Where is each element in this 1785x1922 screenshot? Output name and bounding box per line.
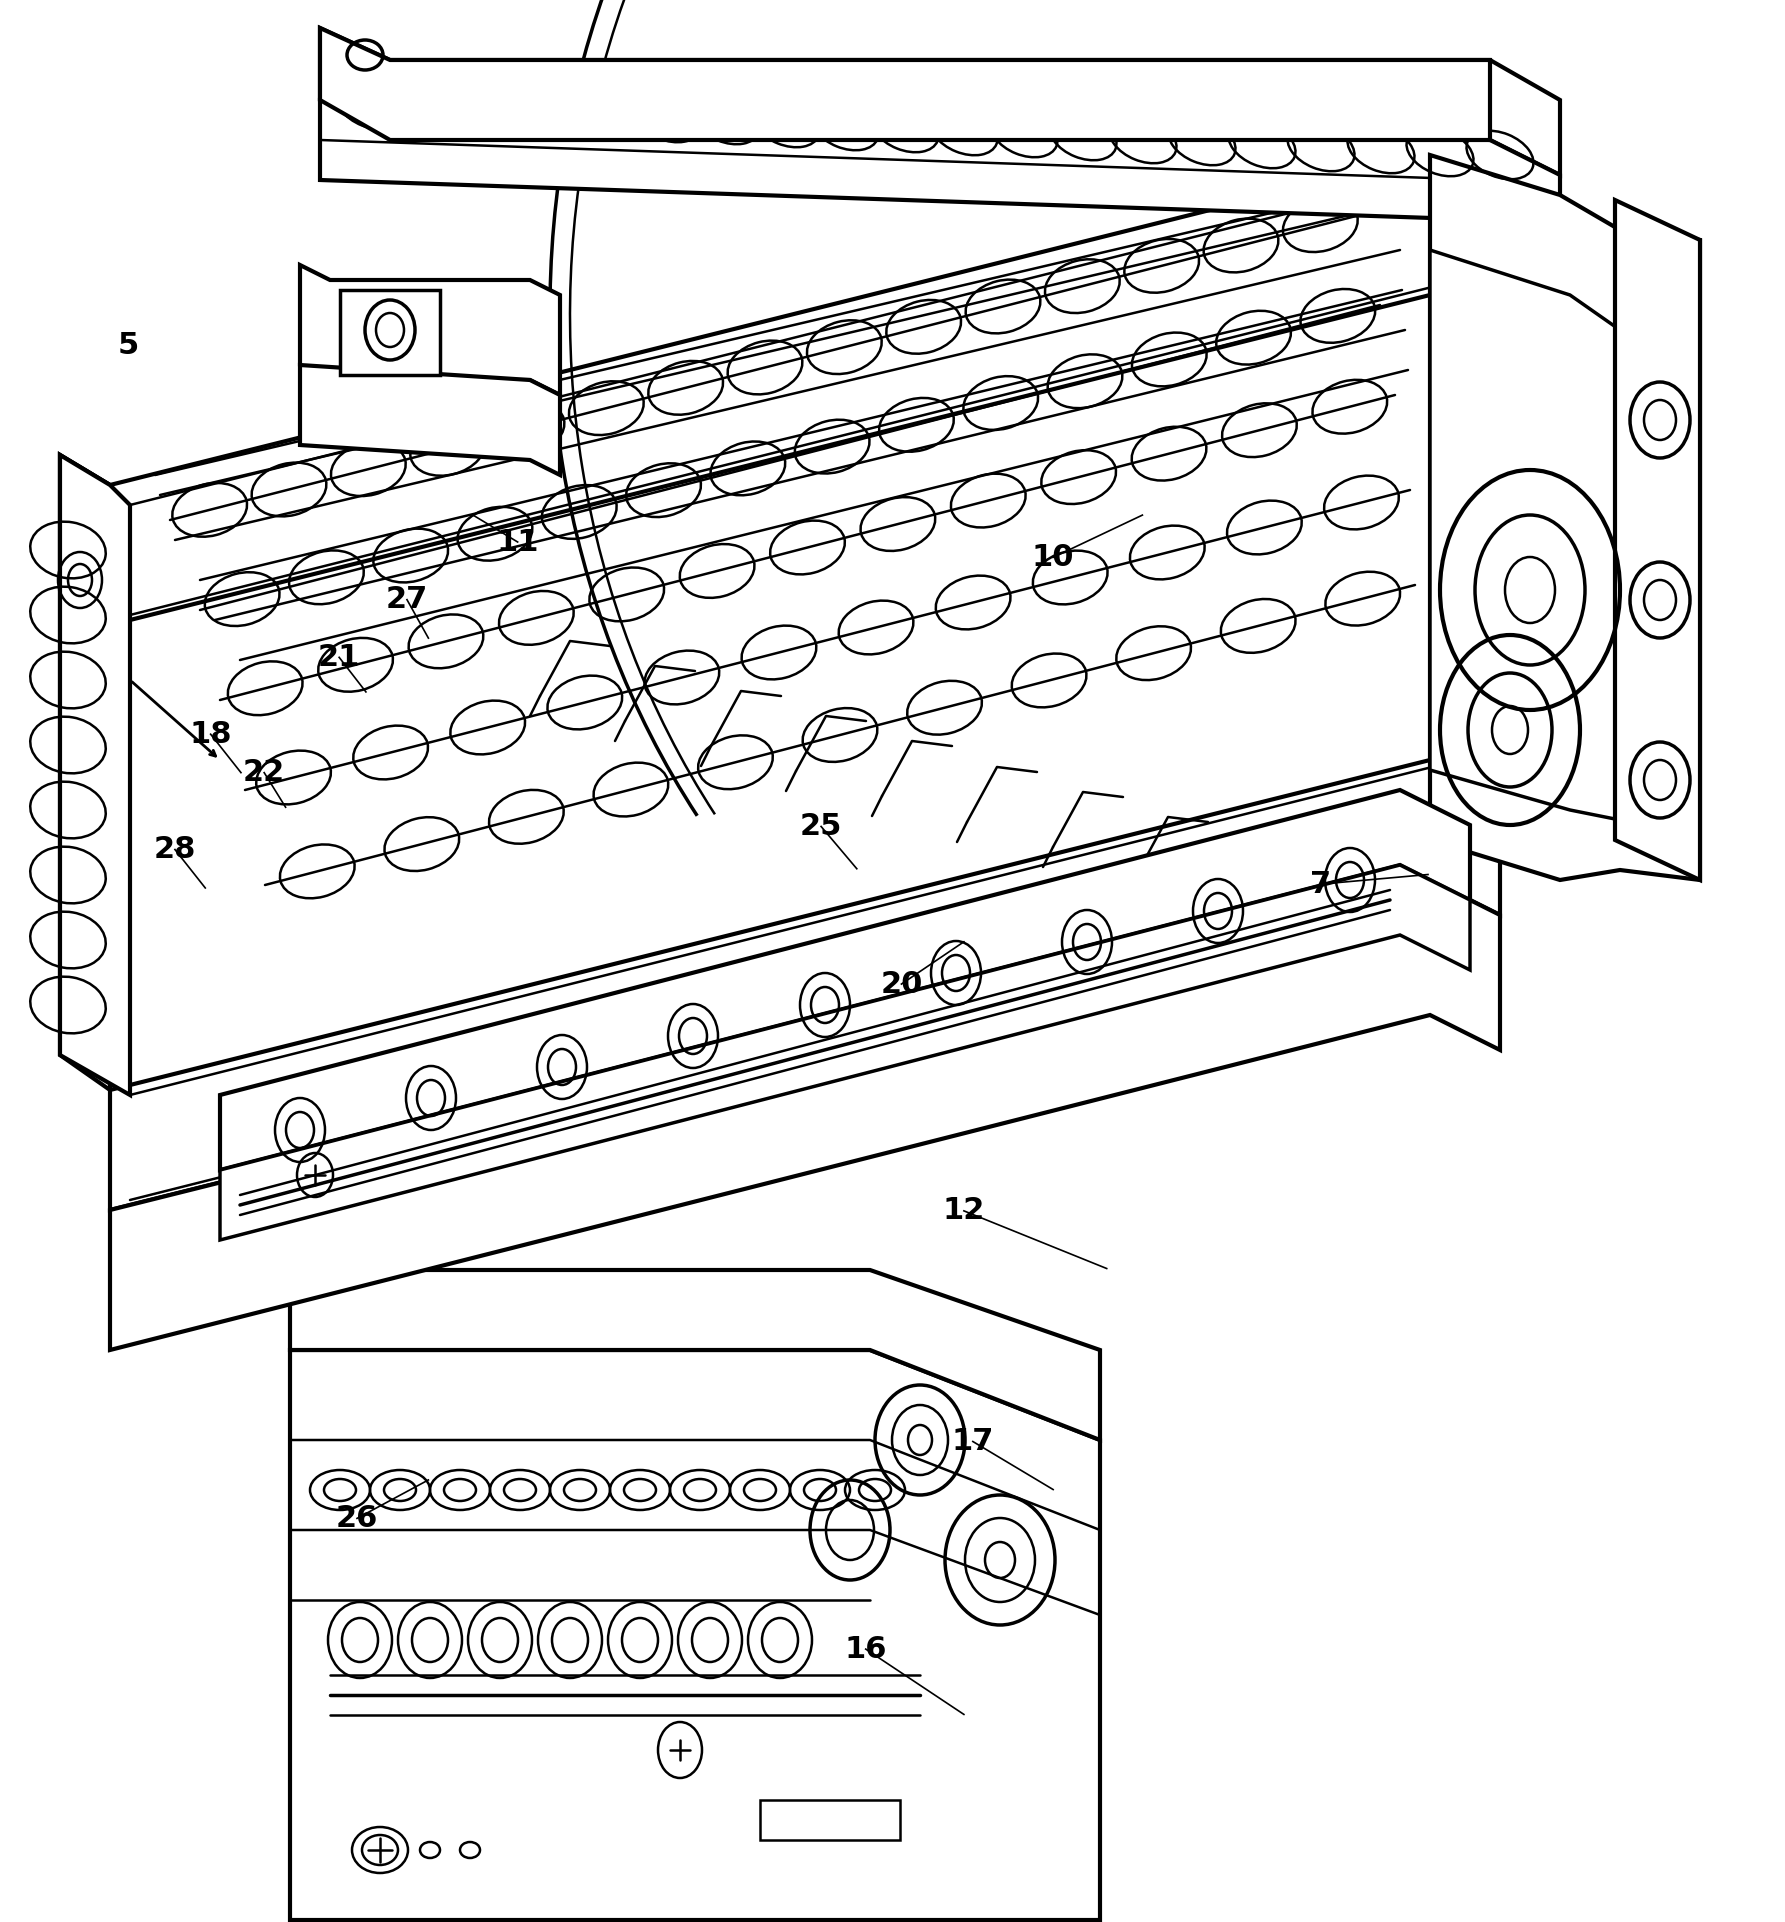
Polygon shape bbox=[320, 100, 1560, 256]
Polygon shape bbox=[289, 1270, 1100, 1440]
Text: 5: 5 bbox=[118, 331, 139, 361]
Polygon shape bbox=[289, 1349, 1100, 1920]
Text: 28: 28 bbox=[154, 834, 196, 865]
Text: 25: 25 bbox=[800, 811, 843, 842]
Text: 12: 12 bbox=[942, 1195, 985, 1226]
Text: 11: 11 bbox=[496, 527, 539, 557]
Polygon shape bbox=[111, 759, 1499, 1211]
Polygon shape bbox=[220, 790, 1471, 1170]
Text: 7: 7 bbox=[1310, 869, 1332, 899]
Polygon shape bbox=[61, 456, 111, 1090]
Polygon shape bbox=[1430, 156, 1699, 880]
Text: 20: 20 bbox=[880, 969, 923, 999]
Polygon shape bbox=[760, 1801, 900, 1839]
Polygon shape bbox=[300, 365, 560, 475]
Text: 17: 17 bbox=[951, 1426, 994, 1457]
Polygon shape bbox=[61, 156, 1499, 625]
Text: 10: 10 bbox=[1032, 542, 1075, 573]
Text: 26: 26 bbox=[336, 1503, 378, 1534]
Polygon shape bbox=[1430, 250, 1621, 821]
Polygon shape bbox=[320, 29, 1560, 175]
Polygon shape bbox=[300, 265, 560, 396]
Text: 16: 16 bbox=[844, 1634, 887, 1664]
Polygon shape bbox=[220, 865, 1471, 1240]
Text: 22: 22 bbox=[243, 757, 286, 788]
Text: 21: 21 bbox=[318, 642, 361, 673]
Polygon shape bbox=[1615, 200, 1699, 880]
Polygon shape bbox=[61, 456, 130, 1096]
Text: 18: 18 bbox=[189, 719, 232, 750]
Polygon shape bbox=[111, 880, 1499, 1349]
Text: 27: 27 bbox=[386, 584, 428, 615]
Polygon shape bbox=[339, 290, 439, 375]
Polygon shape bbox=[320, 29, 1490, 140]
